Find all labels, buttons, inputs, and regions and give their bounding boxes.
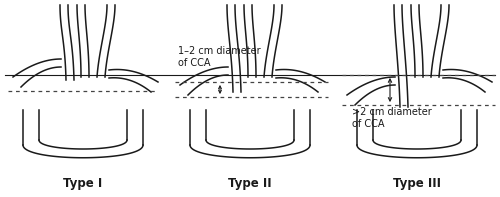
Text: Type II: Type II — [228, 177, 272, 190]
Text: 1–2 cm diameter
of CCA: 1–2 cm diameter of CCA — [178, 46, 260, 68]
Text: Type III: Type III — [393, 177, 441, 190]
Text: >2 cm diameter
of CCA: >2 cm diameter of CCA — [352, 107, 432, 129]
Text: Type I: Type I — [64, 177, 102, 190]
